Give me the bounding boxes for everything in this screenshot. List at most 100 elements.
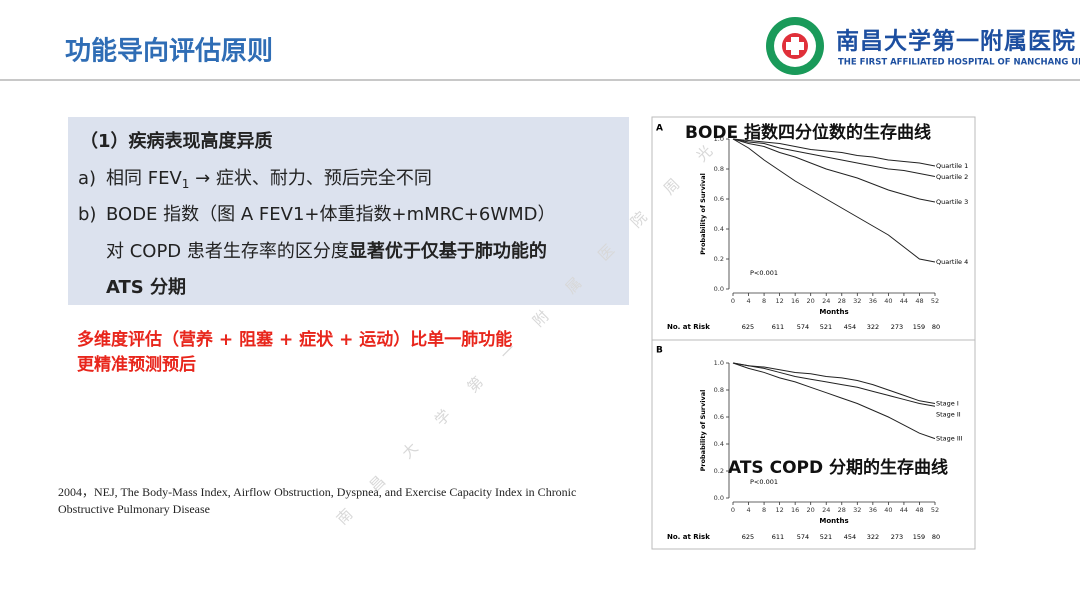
curve-label: Quartile 4 [936,258,968,266]
curve-label: Quartile 1 [936,162,968,170]
survival-curve [732,362,936,407]
figure-frame [651,116,976,550]
x-tick-label: 48 [915,506,923,514]
x-tick-label: 32 [853,506,861,514]
x-tick-label: 16 [791,506,799,514]
slide-title: 功能导向评估原则 [65,36,273,67]
p-value: P<0.001 [750,269,778,277]
p-value: P<0.001 [750,478,778,486]
survival-curve [732,362,936,404]
x-tick-label: 36 [869,506,877,514]
curve-label: Quartile 2 [936,173,968,181]
risk-count: 159 [913,533,925,541]
citation: 2004，NEJ, The Body-Mass Index, Airflow O… [58,485,577,516]
y-tick-label: 0.2 [714,255,724,263]
x-tick-label: 4 [746,506,750,514]
curve-label: Stage I [936,400,959,408]
x-tick-label: 32 [853,297,861,305]
x-axis-label: Months [819,517,848,525]
x-tick-label: 16 [791,297,799,305]
y-axis-label: Probability of Survival [699,390,707,472]
box-heading: （1）疾病表现高度异质 [80,130,273,152]
risk-count: 521 [820,533,832,541]
x-tick-label: 52 [931,297,939,305]
y-tick-label: 0.4 [714,225,724,233]
y-tick-label: 0.8 [714,165,724,173]
logo [766,17,824,75]
x-tick-label: 40 [884,297,892,305]
watermark-char: 大 [398,439,421,462]
risk-count: 80 [932,533,940,541]
risk-count: 322 [867,533,879,541]
x-tick-label: 0 [731,297,735,305]
x-tick-label: 0 [731,506,735,514]
panel-label: A [656,124,663,134]
x-tick-label: 36 [869,297,877,305]
watermark-char: 第 [464,373,487,396]
y-tick-label: 0.0 [714,494,724,502]
watermark-char: 院 [627,208,650,231]
panel-label: B [656,346,663,356]
logo-en: THE FIRST AFFILIATED HOSPITAL OF NANCHAN… [838,58,1080,68]
curve-label: Quartile 3 [936,198,968,206]
risk-count: 273 [891,533,903,541]
risk-count: 454 [844,323,856,331]
x-tick-label: 12 [775,506,783,514]
subscript: 1 [182,177,190,191]
watermark-char: 附 [529,307,552,330]
y-tick-label: 0.8 [714,386,724,394]
highlight: 多维度评估（营养 + 阻塞 + 症状 + 运动）比单一肺功能 [77,329,512,350]
y-tick-label: 0.6 [714,195,724,203]
x-tick-label: 28 [838,506,846,514]
watermark-char: 学 [431,406,454,429]
curve-label: Stage II [936,411,961,419]
text: 对 COPD 患者生存率的区分度 [106,241,349,262]
y-tick-label: 1.0 [714,135,724,143]
panel-title: BODE 指数四分位数的生存曲线 [685,122,931,143]
x-tick-label: 20 [807,506,815,514]
x-tick-label: 28 [838,297,846,305]
risk-count: 574 [797,533,809,541]
risk-count: 611 [772,323,784,331]
survival-curve [732,138,936,167]
risk-count: 273 [891,323,903,331]
content-box [68,117,629,305]
curve-label: Stage III [936,435,963,443]
risk-count: 322 [867,323,879,331]
x-tick-label: 20 [807,297,815,305]
y-tick-label: 0.2 [714,467,724,475]
highlight: 更精准预测预后 [77,354,196,375]
x-tick-label: 4 [746,297,750,305]
x-tick-label: 8 [762,506,766,514]
text: → 症状、耐力、预后完全不同 [189,168,432,189]
y-tick-label: 0.0 [714,285,724,293]
y-tick-label: 0.6 [714,413,724,421]
risk-count: 625 [742,533,754,541]
x-tick-label: 52 [931,506,939,514]
panel-title: ATS COPD 分期的生存曲线 [728,457,948,478]
x-tick-label: 8 [762,297,766,305]
risk-count: 611 [772,533,784,541]
survival-curve [732,138,936,177]
y-tick-label: 1.0 [714,359,724,367]
x-tick-label: 24 [822,297,830,305]
x-axis-label: Months [819,308,848,316]
risk-count: 80 [932,323,940,331]
x-tick-label: 44 [900,297,908,305]
x-tick-label: 40 [884,506,892,514]
item-text: 对 COPD 患者生存率的区分度显著优于仅基于肺功能的 [106,240,547,262]
risk-count: 159 [913,323,925,331]
survival-curve [732,138,936,203]
x-tick-label: 12 [775,297,783,305]
y-axis-label: Probability of Survival [699,173,707,255]
item-text: 相同 FEV1 → 症状、耐力、预后完全不同 [106,168,432,191]
x-tick-label: 24 [822,506,830,514]
risk-label: No. at Risk [667,323,710,331]
survival-curve [732,362,936,440]
bold-text: 显著优于仅基于肺功能的 [349,240,547,262]
item-text: BODE 指数（图 A FEV1+体重指数+mMRC+6WMD） [106,204,556,225]
risk-label: No. at Risk [667,533,710,541]
bold-text: ATS 分期 [106,277,186,298]
